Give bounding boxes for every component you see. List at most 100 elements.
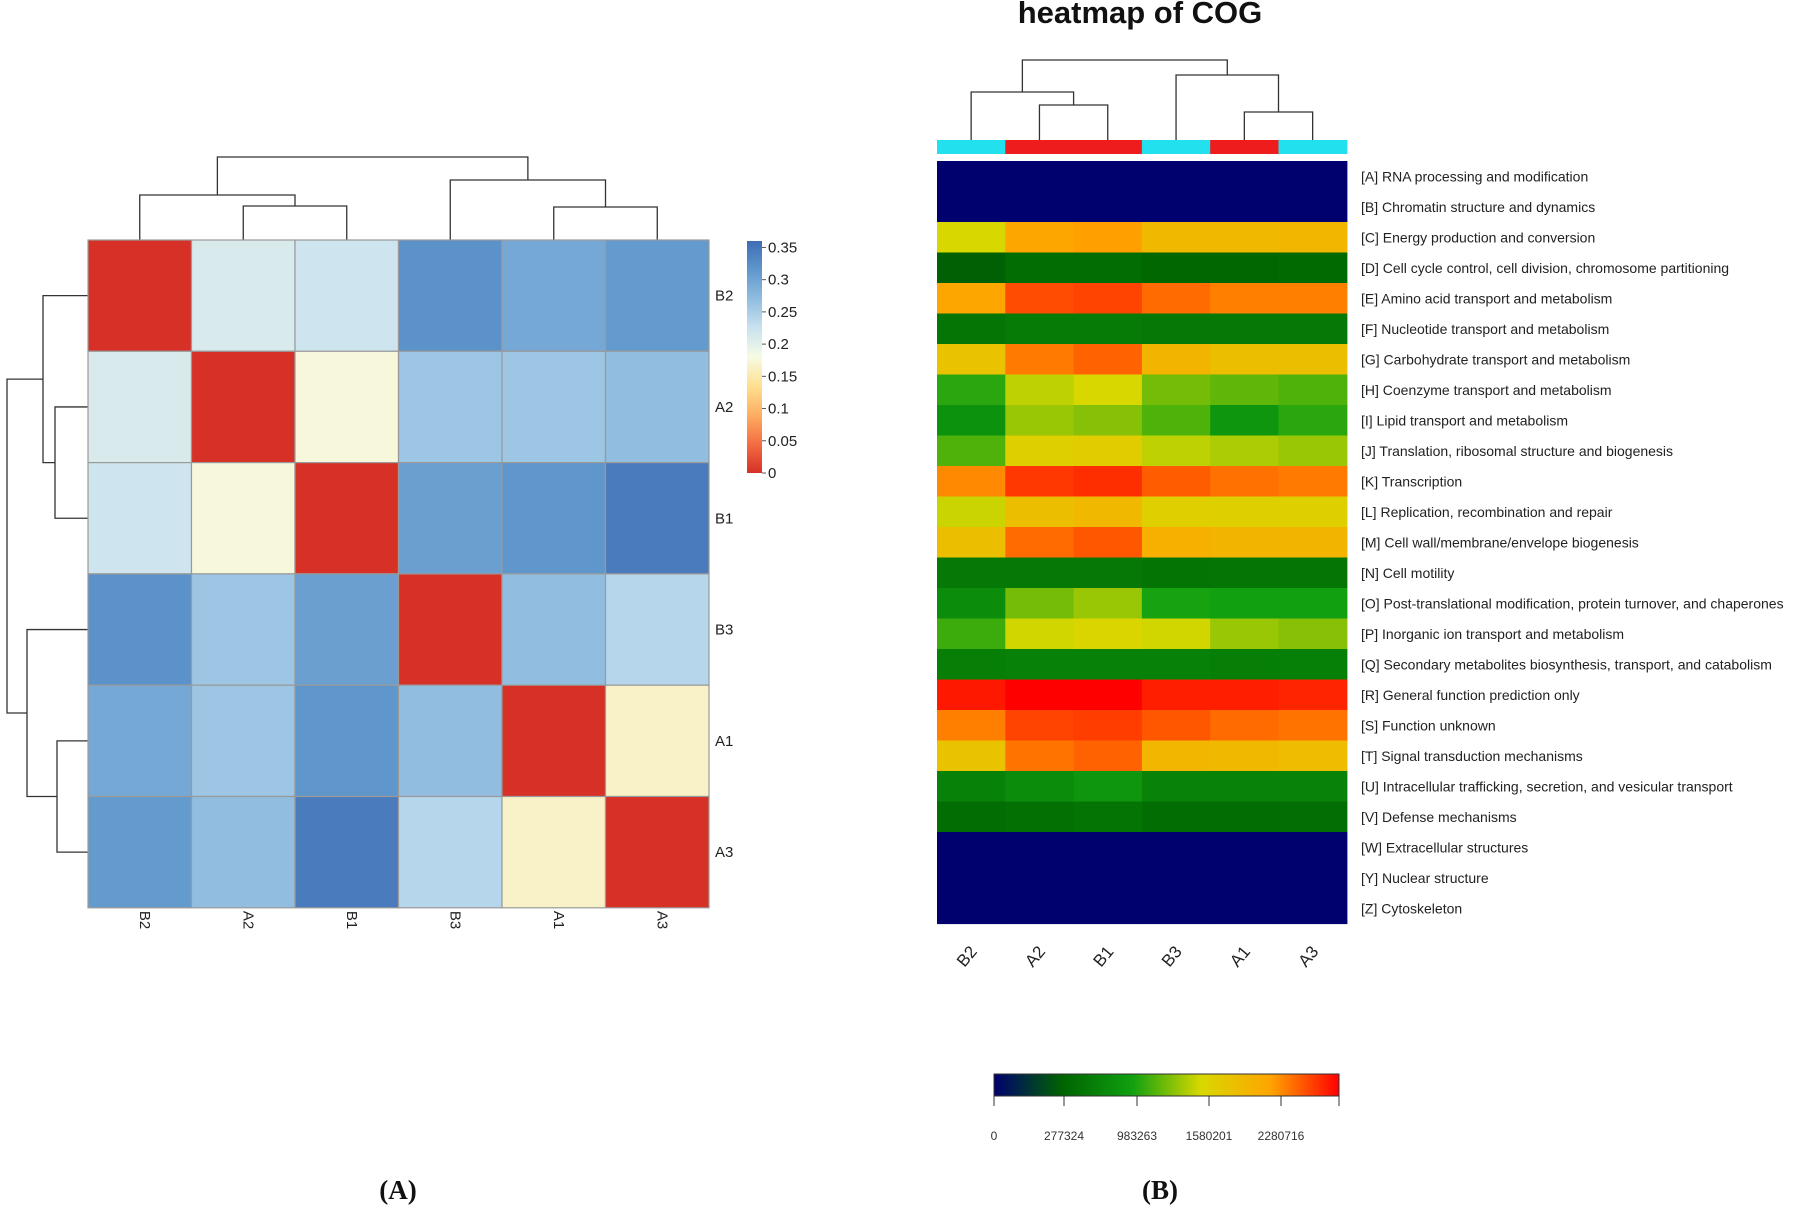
panel-b-cell xyxy=(1210,161,1280,193)
panel-a-dendrogram-branch xyxy=(449,179,607,240)
panel-b-cell xyxy=(1278,557,1348,589)
panel-b-cell xyxy=(937,801,1006,833)
panel-b-cell xyxy=(1005,283,1075,315)
panel-a-cell xyxy=(190,239,296,352)
panel-b-cell xyxy=(1141,344,1211,376)
panel-a-dendrogram-branch xyxy=(54,406,88,519)
panel-a-cell xyxy=(604,350,710,464)
panel-a-row-tree xyxy=(6,295,88,853)
panel-a-colorbar-label: 0.3 xyxy=(768,272,789,289)
panel-b-caption: (B) xyxy=(1142,1175,1178,1205)
panel-b-cell xyxy=(1005,405,1075,437)
panel-b-cell xyxy=(1278,862,1348,894)
panel-b-cell xyxy=(1073,771,1143,803)
panel-b-dendrogram-branch xyxy=(1038,104,1109,140)
panel-b-cell xyxy=(937,313,1006,345)
panel-a-cell xyxy=(604,239,710,352)
panel-b-cell xyxy=(1073,283,1143,315)
panel-b-cell xyxy=(1278,161,1348,193)
panel-b-cell xyxy=(1073,222,1143,254)
panel-b-category-label: [B] Chromatin structure and dynamics xyxy=(1361,199,1595,215)
panel-b-cell xyxy=(1278,527,1348,559)
panel-a-colorbar-label: 0.2 xyxy=(768,336,789,353)
panel-b-cell xyxy=(1210,252,1280,284)
panel-a-cell xyxy=(501,684,607,798)
panel-a-column-label: A3 xyxy=(653,911,670,929)
panel-b-category-label: [F] Nucleotide transport and metabolism xyxy=(1361,321,1609,337)
panel-b-cell xyxy=(1141,191,1211,223)
panel-b-category-label: [S] Function unknown xyxy=(1361,717,1496,733)
panel-b-cell xyxy=(1005,435,1075,467)
panel-b-cell xyxy=(1073,893,1143,925)
panel-a-column-label: A2 xyxy=(239,911,256,929)
panel-b-cell xyxy=(1278,252,1348,284)
panel-b-cell xyxy=(1278,374,1348,406)
panel-a-dendrogram-branch xyxy=(553,206,658,240)
panel-b-cell xyxy=(1278,801,1348,833)
panel-b-cell xyxy=(1278,435,1348,467)
panel-b-cell xyxy=(937,893,1006,925)
panel-a-colorbar-label: 0.05 xyxy=(768,433,797,450)
panel-b-cell xyxy=(1141,893,1211,925)
panel-b-cell xyxy=(1210,588,1280,620)
panel-a-cell xyxy=(397,573,503,686)
panel-b-cell xyxy=(1210,679,1280,711)
panel-b-cell xyxy=(1005,588,1075,620)
panel-b-cell xyxy=(1210,649,1280,681)
panel-b-cell xyxy=(937,283,1006,315)
panel-a-column-label: B3 xyxy=(446,911,463,929)
panel-a-colorbar xyxy=(747,241,762,473)
panel-a-cell xyxy=(87,795,193,909)
panel-b-dendrogram-branch xyxy=(970,91,1075,140)
panel-b-cell xyxy=(1141,710,1211,742)
panel-b-column-label: A1 xyxy=(1226,942,1254,970)
panel-b-cell xyxy=(1278,313,1348,345)
panel-b-cell xyxy=(1005,374,1075,406)
panel-b-category-label: [D] Cell cycle control, cell division, c… xyxy=(1361,260,1729,276)
panel-b-column-labels: B2 A2 B1 B3 A1 A3 xyxy=(953,942,1322,970)
panel-a-dendrogram-branch xyxy=(42,295,88,464)
panel-b-cell xyxy=(1005,893,1075,925)
panel-b: heatmap of COG [A] RNA processing and mo… xyxy=(937,0,1784,1205)
panel-a-column-label: B1 xyxy=(343,911,360,929)
panel-b-cell xyxy=(1210,801,1280,833)
panel-a-cell xyxy=(294,795,400,909)
panel-b-cell xyxy=(1278,679,1348,711)
panel-b-cell xyxy=(1141,222,1211,254)
panel-b-cell xyxy=(1073,801,1143,833)
panel-b-cell xyxy=(1210,618,1280,650)
panel-a-cell xyxy=(501,795,607,909)
panel-b-cell xyxy=(937,771,1006,803)
panel-b-group-bar xyxy=(937,140,1348,154)
panel-b-cell xyxy=(1278,832,1348,864)
panel-b-cell xyxy=(937,374,1006,406)
panel-b-category-label: [Y] Nuclear structure xyxy=(1361,870,1489,886)
panel-b-category-label: [L] Replication, recombination and repai… xyxy=(1361,504,1613,520)
panel-b-cell xyxy=(1005,222,1075,254)
panel-b-group-swatch xyxy=(1278,140,1348,154)
panel-b-cell xyxy=(1210,283,1280,315)
panel-a-cell xyxy=(294,684,400,798)
panel-a-row-label: A3 xyxy=(715,844,733,861)
panel-a-cell xyxy=(190,573,296,686)
panel-a-cell xyxy=(294,239,400,352)
panel-a-cell xyxy=(190,795,296,909)
panel-a-cell xyxy=(604,795,710,909)
panel-b-group-swatch xyxy=(1210,140,1280,154)
panel-a-cell xyxy=(87,573,193,686)
panel-b-cell xyxy=(1005,161,1075,193)
panel-b-cell xyxy=(1005,527,1075,559)
panel-b-colorbar-label: 277324 xyxy=(1044,1129,1084,1143)
panel-b-cell xyxy=(1141,435,1211,467)
panel-b-category-label: [R] General function prediction only xyxy=(1361,687,1580,703)
panel-b-group-swatch xyxy=(1073,140,1143,154)
panel-b-cell xyxy=(1278,710,1348,742)
panel-a-cell xyxy=(501,462,607,575)
panel-b-category-label: [E] Amino acid transport and metabolism xyxy=(1361,290,1612,306)
panel-b-cell xyxy=(1005,801,1075,833)
panel-b-cell xyxy=(1073,557,1143,589)
panel-b-category-label: [Z] Cytoskeleton xyxy=(1361,900,1462,916)
panel-a-row-label: A1 xyxy=(715,733,733,750)
panel-b-cell xyxy=(1141,862,1211,894)
panel-a-caption: (A) xyxy=(379,1175,416,1205)
